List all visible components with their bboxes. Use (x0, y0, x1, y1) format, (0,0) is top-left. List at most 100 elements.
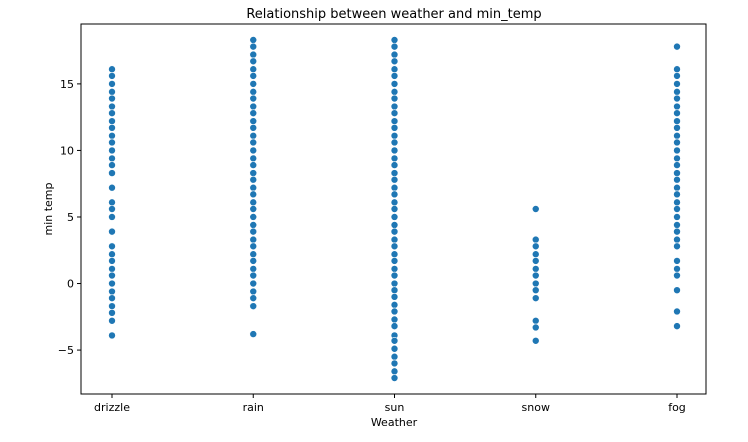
data-point-snow (531, 336, 540, 345)
data-point-sun (390, 117, 399, 125)
data-point-rain (249, 124, 258, 132)
data-point-drizzle (108, 183, 116, 192)
data-point-fog (673, 124, 681, 132)
data-point-fog (673, 322, 681, 330)
data-point-snow (531, 316, 540, 325)
data-point-sun (390, 72, 399, 80)
data-point-rain (249, 154, 258, 163)
data-point-rain (249, 109, 258, 117)
data-point-sun (390, 146, 399, 155)
data-point-rain (249, 190, 258, 199)
data-point-fog (673, 42, 681, 51)
data-point-sun (390, 205, 399, 213)
data-point-sun (390, 221, 399, 229)
data-point-rain (249, 72, 258, 80)
data-point-sun (390, 242, 399, 251)
data-point-rain (249, 242, 258, 251)
data-point-rain (249, 57, 258, 66)
data-point-drizzle (108, 250, 116, 259)
data-point-fog (673, 146, 681, 155)
data-point-sun (390, 109, 399, 117)
data-point-drizzle (108, 109, 116, 117)
data-point-fog (673, 175, 681, 184)
x-tick-label-snow: snow (522, 401, 550, 414)
data-point-drizzle (108, 279, 116, 288)
data-point-fog (673, 286, 681, 294)
data-point-fog (673, 72, 681, 80)
data-point-rain (249, 183, 258, 192)
data-point-sun (390, 190, 399, 199)
data-point-rain (249, 42, 258, 51)
data-point-drizzle (108, 287, 116, 296)
data-point-sun (390, 138, 399, 147)
data-point-drizzle (108, 265, 116, 273)
data-point-drizzle (108, 117, 116, 125)
data-point-sun (390, 65, 399, 74)
y-tick-label: 15 (60, 78, 74, 91)
data-point-drizzle (108, 102, 116, 111)
data-point-sun (390, 42, 399, 51)
data-point-fog (673, 227, 681, 236)
data-point-rain (249, 146, 258, 155)
data-point-sun (390, 169, 399, 177)
data-point-rain (249, 302, 258, 310)
data-point-fog (673, 109, 681, 117)
data-point-snow (531, 250, 540, 259)
data-point-rain (249, 287, 258, 296)
x-tick-label-sun: sun (385, 401, 405, 414)
data-point-sun (390, 315, 399, 324)
data-point-rain (249, 235, 258, 244)
data-point-rain (249, 175, 258, 184)
data-point-rain (249, 169, 258, 177)
y-axis: −5 0 5 10 15 (58, 78, 81, 357)
data-point-sun (390, 257, 399, 265)
data-point-drizzle (108, 65, 116, 74)
data-point-drizzle (108, 316, 116, 325)
data-point-rain (249, 205, 258, 213)
data-point-rain (249, 265, 258, 273)
y-tick-label: 0 (67, 278, 74, 291)
data-point-sun (390, 250, 399, 259)
data-point-sun (390, 271, 399, 280)
chart-title: Relationship between weather and min_tem… (246, 7, 541, 22)
data-point-rain (249, 294, 258, 302)
data-point-sun (390, 344, 399, 353)
data-point-sun (390, 183, 399, 192)
data-point-sun (390, 336, 399, 345)
data-point-drizzle (108, 124, 116, 132)
data-point-drizzle (108, 227, 116, 236)
y-tick-label: 5 (67, 211, 74, 224)
data-point-sun (390, 57, 399, 66)
data-point-sun (390, 36, 399, 44)
data-points (108, 36, 681, 382)
data-point-sun (390, 279, 399, 288)
data-point-drizzle (108, 242, 116, 251)
data-point-sun (390, 80, 399, 88)
data-point-fog (673, 221, 681, 229)
data-point-sun (390, 88, 399, 96)
data-point-sun (390, 307, 399, 316)
data-point-fog (673, 80, 681, 88)
x-tick-label-drizzle: drizzle (94, 401, 130, 414)
data-point-sun (390, 286, 399, 294)
data-point-rain (249, 227, 258, 236)
data-point-snow (531, 242, 540, 251)
y-tick-label: −5 (58, 344, 74, 357)
data-point-drizzle (108, 80, 116, 88)
data-point-fog (673, 190, 681, 199)
data-point-sun (390, 293, 399, 301)
data-point-rain (249, 213, 258, 221)
data-point-rain (249, 138, 258, 147)
data-point-snow (531, 279, 540, 288)
data-point-fog (673, 131, 681, 140)
data-point-rain (249, 80, 258, 88)
data-point-sun (390, 154, 399, 163)
data-point-sun (390, 213, 399, 221)
data-point-fog (673, 205, 681, 213)
data-point-snow (531, 205, 540, 213)
data-point-rain (249, 117, 258, 125)
data-point-drizzle (108, 198, 116, 207)
data-point-drizzle (108, 169, 116, 177)
data-point-snow (531, 294, 540, 302)
